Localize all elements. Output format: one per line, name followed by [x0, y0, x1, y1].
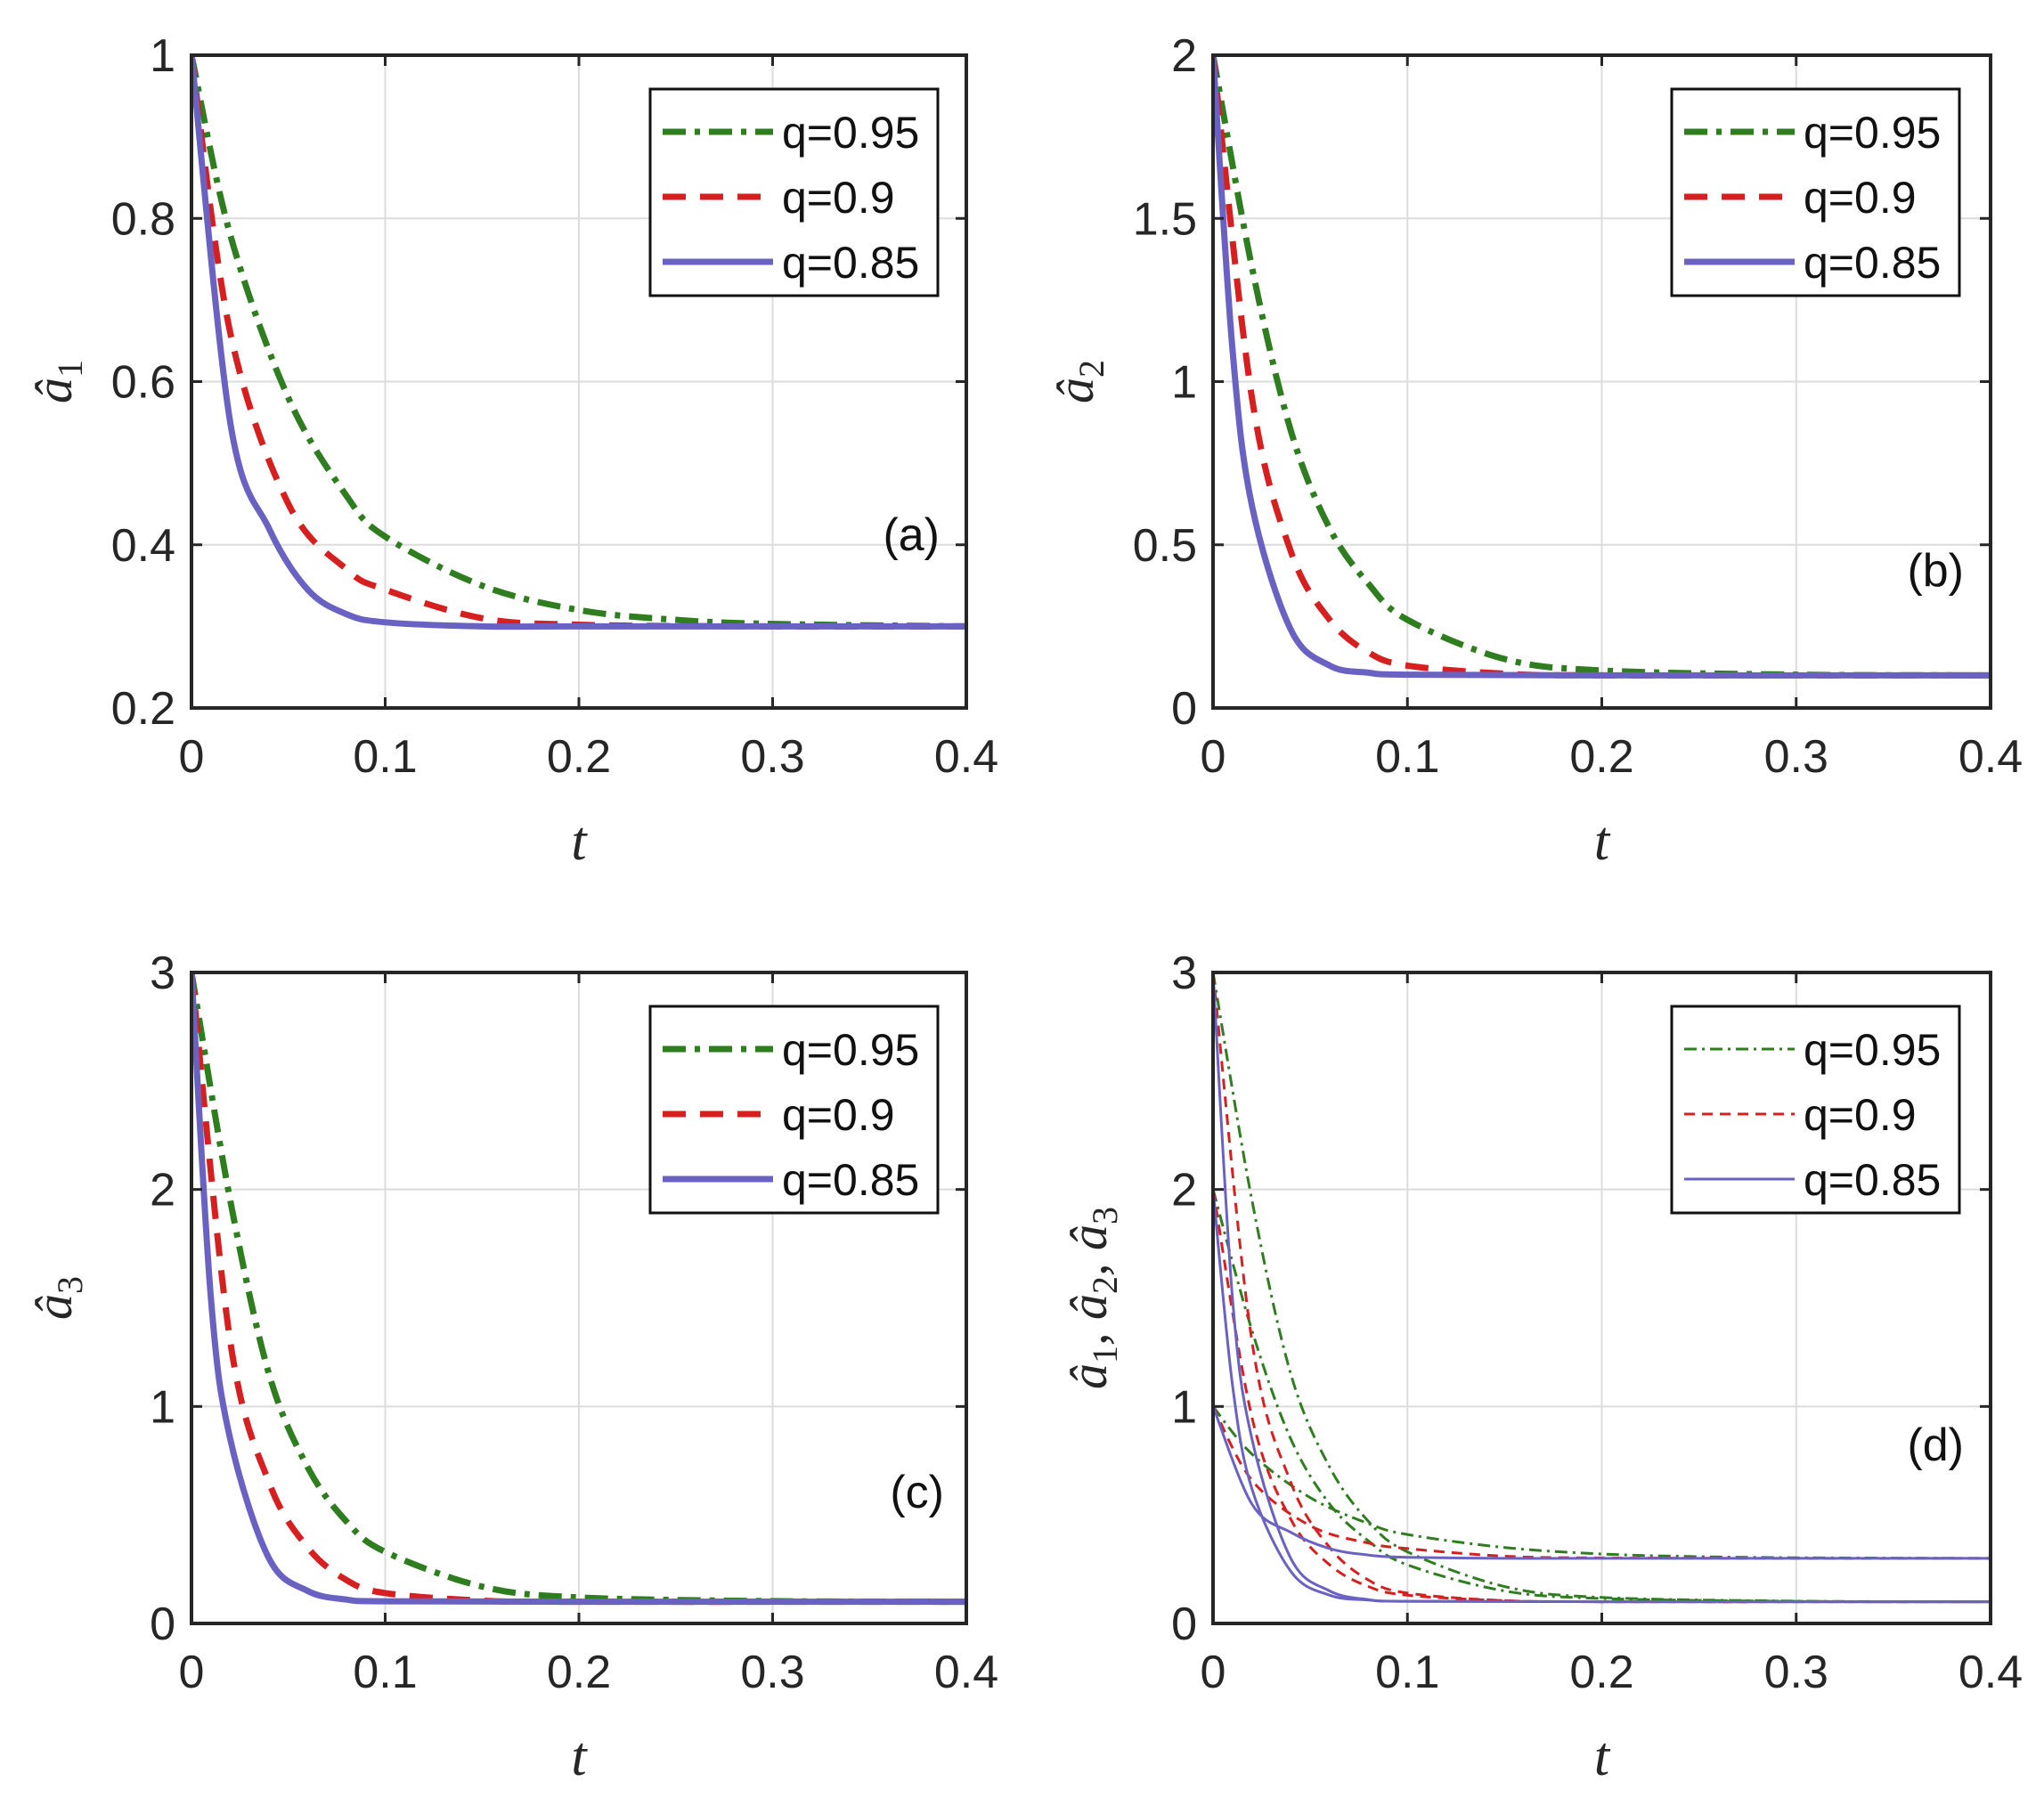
- series-line-q-0.95: [191, 55, 966, 630]
- series-line-q-0.85-a1: [1213, 1405, 1991, 1560]
- legend-label: q=0.85: [782, 238, 919, 288]
- legend-label: q=0.9: [1804, 1090, 1917, 1140]
- legend-label: q=0.9: [782, 1090, 895, 1140]
- series-line-q-0.9: [191, 55, 966, 631]
- series-line-q-0.85: [191, 972, 966, 1606]
- x-tick-label: 0.1: [353, 1647, 417, 1698]
- x-axis-label: t: [1594, 811, 1611, 872]
- x-axis-label: t: [571, 1727, 588, 1787]
- y-tick-label: 1: [1171, 357, 1197, 409]
- x-tick-label: 0.3: [740, 1647, 804, 1698]
- y-axis-label: â1, â2, â3: [1060, 1207, 1125, 1389]
- series-group: [191, 972, 966, 1606]
- panel-tag: (a): [883, 509, 940, 561]
- x-tick-label: 0.2: [1569, 1647, 1633, 1698]
- y-tick-label: 2: [1171, 1165, 1197, 1216]
- panel-b: 0 0.1 0.2 0.3 0.400.511.52tâ2(b)q=0.95q=0.9q…: [1046, 30, 2023, 872]
- x-tick-label: 0: [179, 731, 205, 783]
- panel-tag: (d): [1907, 1420, 1964, 1471]
- y-axis-label: â1: [25, 360, 90, 403]
- legend-label: q=0.95: [1804, 1025, 1941, 1075]
- y-tick-label: 3: [1171, 948, 1197, 999]
- x-tick-label: 0: [179, 1647, 205, 1698]
- panel-c: 0 0.1 0.2 0.3 0.4 0 1 2 3 t â3 (c) q=0.95 q=0.9 q=0.85: [25, 948, 998, 1787]
- x-tick-label: 0.4: [934, 1647, 998, 1698]
- x-tick-label: 0.3: [1764, 731, 1828, 783]
- y-tick-label: 1: [150, 1381, 175, 1433]
- panel-a: 0 0.1 0.2 0.3 0.40.20.40.60.81tâ1(a)q=0.95q=…: [25, 30, 998, 872]
- x-tick-label: 0.1: [1375, 1647, 1439, 1698]
- series-line-q-0.85: [1213, 55, 1991, 679]
- panel-tag: (c): [890, 1467, 944, 1518]
- x-tick-label: 0.1: [353, 731, 417, 783]
- x-tick-label: 0.2: [547, 1647, 611, 1698]
- series-line-q-0.95-a3: [1213, 972, 1991, 1604]
- y-tick-label: 0.2: [111, 683, 175, 735]
- y-tick-label: 1: [1171, 1381, 1197, 1433]
- series-line-q-0.85-a3: [1213, 972, 1991, 1604]
- x-axis-label: t: [1594, 1727, 1611, 1787]
- legend-box: [648, 1005, 940, 1215]
- legend-label: q=0.85: [1804, 1155, 1941, 1205]
- y-tick-label: 1.5: [1133, 193, 1197, 245]
- legend: q=0.95 q=0.9 q=0.85: [1670, 1005, 1961, 1215]
- x-axis-label: t: [571, 811, 588, 872]
- legend-label: q=0.9: [782, 173, 895, 223]
- x-tick-label: 0.2: [547, 731, 611, 783]
- y-axis-label: â3: [25, 1276, 90, 1320]
- legend-label: q=0.95: [782, 108, 919, 158]
- legend-label: q=0.85: [1804, 238, 1941, 288]
- x-tick-label: 0.4: [1958, 731, 2023, 783]
- legend-box: [1670, 87, 1961, 297]
- series-line-q-0.95: [191, 972, 966, 1606]
- x-tick-label: 0.4: [934, 731, 998, 783]
- panel-tag: (b): [1907, 545, 1964, 597]
- y-tick-label: 0.6: [111, 357, 175, 409]
- x-tick-label: 0.2: [1569, 731, 1633, 783]
- y-tick-label: 2: [150, 1165, 175, 1216]
- y-tick-label: 1: [150, 30, 175, 82]
- y-tick-label: 0: [1171, 1599, 1197, 1650]
- x-tick-label: 0: [1201, 1647, 1226, 1698]
- x-tick-label: 0.4: [1958, 1647, 2023, 1698]
- y-tick-label: 2: [1171, 30, 1197, 82]
- y-tick-label: 0: [150, 1599, 175, 1650]
- series-group: [1213, 972, 1991, 1604]
- y-tick-label: 3: [150, 948, 175, 999]
- legend-label: q=0.9: [1804, 173, 1917, 223]
- x-tick-label: 0.3: [1764, 1647, 1828, 1698]
- legend-label: q=0.85: [782, 1155, 919, 1205]
- legend: q=0.95 q=0.9 q=0.85: [1670, 87, 1961, 297]
- y-axis-label: â2: [1046, 360, 1112, 403]
- legend: q=0.95 q=0.9 q=0.85: [648, 1005, 940, 1215]
- legend: q=0.95 q=0.9 q=0.85: [648, 87, 940, 297]
- x-tick-label: 0: [1201, 731, 1226, 783]
- y-tick-label: 0.8: [111, 193, 175, 245]
- legend-label: q=0.95: [782, 1025, 919, 1075]
- series-line-q-0.85: [191, 55, 966, 631]
- y-tick-label: 0.4: [111, 520, 175, 572]
- series-line-q-0.9-a3: [1213, 972, 1991, 1604]
- legend-label: q=0.95: [1804, 108, 1941, 158]
- y-tick-label: 0.5: [1133, 520, 1197, 572]
- y-tick-label: 0: [1171, 683, 1197, 735]
- x-tick-label: 0.1: [1375, 731, 1439, 783]
- series-group: [1213, 55, 1991, 679]
- series-group: [191, 55, 966, 631]
- x-tick-label: 0.3: [740, 731, 804, 783]
